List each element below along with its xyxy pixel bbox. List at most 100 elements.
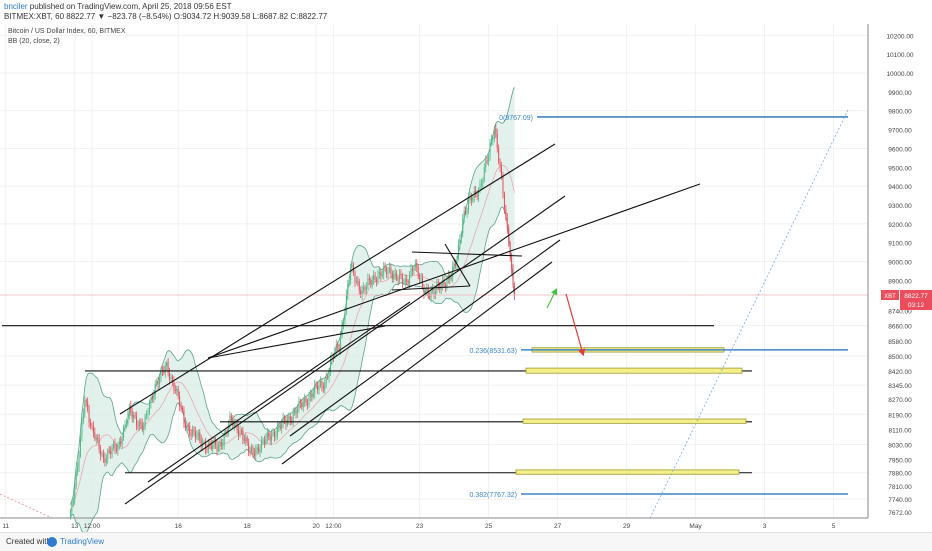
candle-body (133, 415, 135, 419)
candle-body (69, 511, 71, 515)
candle-body (387, 271, 389, 274)
trend-line (444, 243, 471, 287)
candle-body (292, 413, 294, 422)
candle-body (104, 457, 106, 463)
candle-body (213, 440, 215, 446)
candle-body (232, 419, 234, 427)
candle-body (111, 447, 113, 454)
candle-body (373, 275, 375, 281)
candle-body (78, 455, 80, 468)
candle-body (404, 279, 406, 283)
price-tick-label: 8270.00 (888, 397, 912, 404)
candle-body (72, 499, 74, 505)
candle-body (183, 410, 185, 423)
candle-body (314, 384, 316, 394)
price-tick-label: 9100.00 (888, 241, 912, 248)
candle-body (71, 504, 73, 512)
candle-body (459, 239, 461, 245)
candle-body (141, 423, 143, 430)
candle-body (197, 432, 199, 436)
candle-body (512, 269, 514, 286)
candle-body (511, 257, 513, 270)
candle-body (430, 290, 432, 298)
candle-body (263, 439, 265, 444)
price-tick-label: 9500.00 (888, 165, 912, 172)
candle-body (189, 426, 191, 435)
trend-line (124, 195, 566, 505)
candle-body (469, 196, 471, 200)
price-tick-label: 8345.00 (888, 383, 912, 390)
candle-body (330, 360, 332, 373)
candle-body (219, 442, 221, 447)
candle-body (282, 417, 284, 425)
price-tick-label: 7880.00 (888, 471, 912, 478)
candle-body (492, 138, 494, 140)
candle-body (144, 415, 146, 427)
publish-info: published on TradingView.com, April 25, … (27, 2, 232, 11)
candle-body (383, 266, 385, 275)
candle-body (113, 443, 115, 448)
price-tick-label: 9400.00 (888, 184, 912, 191)
candle-body (364, 286, 366, 291)
candle-body (327, 376, 329, 378)
candle-body (205, 442, 207, 450)
candle-body (131, 412, 133, 419)
candle-body (153, 395, 155, 399)
candle-body (249, 451, 251, 453)
candle-body (476, 193, 478, 197)
time-tick-label: 16 (175, 523, 183, 530)
candle-body (255, 449, 257, 456)
candle-body (91, 425, 93, 427)
candle-body (114, 443, 116, 449)
candle-body (357, 281, 359, 283)
candle-body (85, 400, 87, 402)
candle-body (121, 438, 123, 444)
candle-body (117, 445, 119, 451)
price-tick-label: 9900.00 (888, 90, 912, 97)
candle-body (233, 423, 235, 427)
candle-body (453, 262, 455, 267)
candle-body (307, 403, 309, 405)
candle-body (294, 410, 296, 414)
candle-body (399, 274, 401, 281)
candle-body (413, 267, 415, 271)
candle-body (261, 440, 263, 450)
candle-body (236, 422, 238, 431)
price-tick-label: 10100.00 (886, 52, 913, 59)
candle-body (416, 264, 418, 267)
candle-body (125, 423, 127, 425)
candle-body (245, 437, 247, 441)
time-tick-label: 12:00 (325, 523, 342, 530)
candle-body (393, 274, 395, 279)
candle-body (501, 167, 503, 177)
candle-body (136, 416, 138, 426)
candle-body (322, 386, 324, 390)
candle-body (443, 280, 445, 285)
candle-body (367, 278, 369, 287)
candle-body (420, 278, 422, 280)
candle-body (268, 432, 270, 437)
candle-body (100, 449, 102, 456)
candle-body (337, 344, 339, 348)
author-link[interactable]: bnciler (4, 2, 28, 11)
candle-body (325, 376, 327, 384)
bb-upper-line (70, 86, 515, 505)
price-chart[interactable]: 0(9767.09) 0.236(8531.63) 0.382(7767.32) 1… (0, 24, 932, 532)
time-tick-label: 18 (244, 523, 252, 530)
candle-body (281, 424, 283, 429)
candle-body (279, 425, 281, 429)
candle-body (179, 396, 181, 407)
candle-body (217, 446, 219, 451)
candle-body (273, 431, 275, 437)
price-tick-label: 8420.00 (888, 369, 912, 376)
candle-body (102, 453, 104, 458)
candle-body (227, 425, 229, 433)
tradingview-logo-icon (47, 537, 57, 547)
candle-body (489, 143, 491, 157)
candle-body (157, 381, 159, 385)
tradingview-brand-link[interactable]: TradingView (60, 537, 105, 546)
candle-body (442, 280, 444, 286)
candle-body (358, 281, 360, 291)
candle-body (75, 471, 77, 486)
candle-body (190, 434, 192, 436)
